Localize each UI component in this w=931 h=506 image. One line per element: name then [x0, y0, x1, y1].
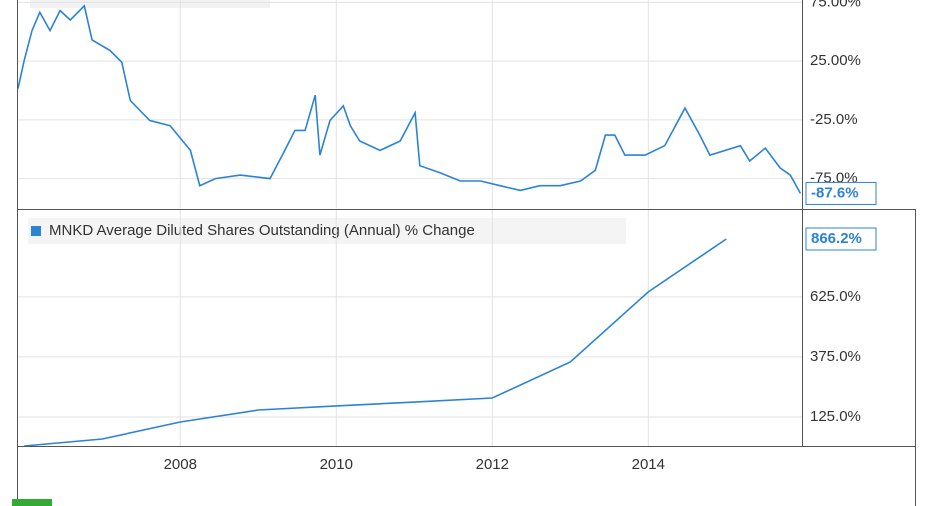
value-label: -87.6% — [811, 184, 859, 201]
y-tick-label: 625.0% — [810, 288, 861, 305]
y-tick-label: 25.00% — [810, 52, 861, 69]
legend-box-cut — [30, 0, 270, 8]
x-tick-label: 2010 — [320, 456, 353, 473]
logo — [12, 499, 52, 506]
value-label: 866.2% — [811, 230, 862, 247]
legend-label: MNKD Average Diluted Shares Outstanding … — [49, 222, 475, 239]
legend-swatch — [31, 226, 41, 236]
value-label-box — [805, 181, 877, 205]
y-tick-label: 75.00% — [810, 0, 861, 10]
legend-box — [28, 218, 626, 244]
series-line — [24, 238, 727, 447]
x-tick-label: 2014 — [632, 456, 665, 473]
series-line — [17, 4, 802, 194]
y-tick-label: 375.0% — [810, 348, 861, 365]
x-tick-label: 2012 — [476, 456, 509, 473]
value-label-box — [805, 227, 877, 251]
x-tick-label: 2008 — [164, 456, 197, 473]
y-tick-label: 125.0% — [810, 408, 861, 425]
y-tick-label: -25.0% — [810, 111, 858, 128]
